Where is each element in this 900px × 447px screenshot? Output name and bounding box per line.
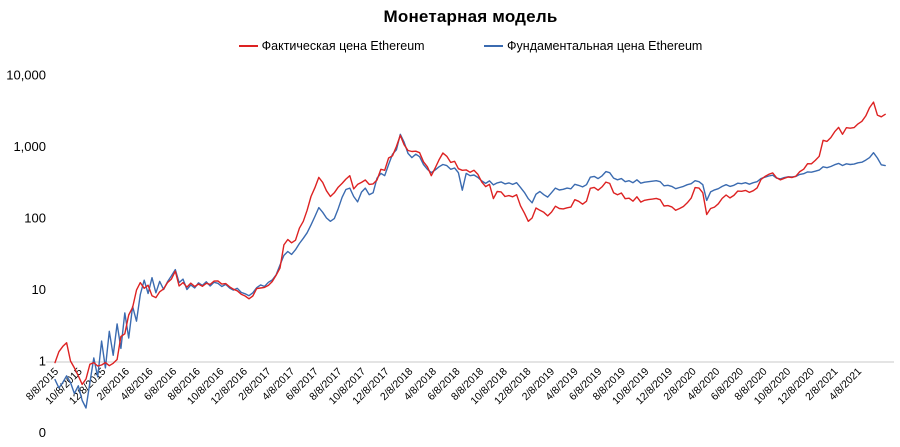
legend-label-actual: Фактическая цена Ethereum	[261, 39, 425, 53]
legend-marker-actual-line	[238, 44, 258, 47]
y-tick-label: 0	[39, 425, 46, 440]
legend: Фактическая цена Ethereum Фундаментальна…	[48, 39, 893, 53]
y-tick-label: 10	[32, 282, 46, 297]
y-tick-label: 100	[24, 211, 46, 226]
chart-title: Монетарная модель	[383, 7, 558, 26]
legend-label-fundamental: Фундаментальная цена Ethereum	[507, 39, 703, 53]
legend-item-actual: Фактическая цена Ethereum	[238, 39, 425, 53]
y-tick-label: 10,000	[6, 68, 46, 83]
y-tick-label: 1	[39, 354, 46, 369]
y-tick-label: 1,000	[13, 139, 46, 154]
series-actual-line	[54, 101, 886, 386]
legend-item-fundamental: Фундаментальная цена Ethereum	[484, 39, 702, 53]
series-fundamental-line	[54, 133, 886, 409]
legend-marker-fundamental-line	[484, 44, 504, 47]
